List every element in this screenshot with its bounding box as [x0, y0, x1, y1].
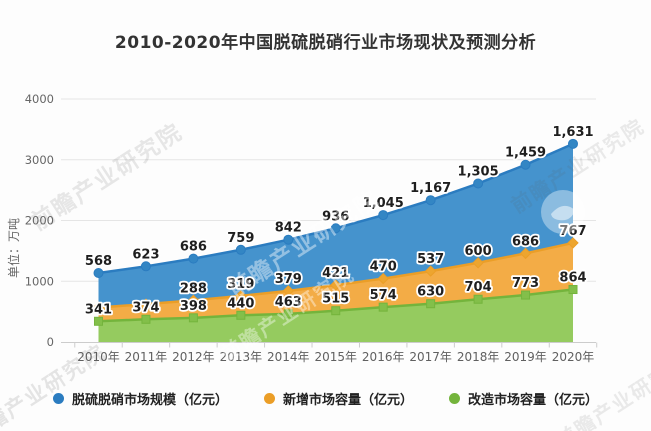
legend-marker-green-icon — [449, 393, 460, 404]
new-capacity-label: 288 — [180, 281, 207, 296]
market-size-label: 568 — [85, 254, 112, 269]
new-capacity-marker[interactable] — [424, 265, 437, 277]
retrofit-capacity-marker[interactable] — [473, 294, 483, 304]
legend-label: 脱硫脱硝市场规模（亿元） — [71, 393, 228, 408]
new-capacity-marker[interactable] — [140, 298, 152, 310]
market-size-label: 1,167 — [410, 181, 451, 196]
retrofit-capacity-label: 864 — [559, 271, 586, 286]
market-size-label: 686 — [180, 240, 207, 255]
new-capacity-label: 470 — [370, 260, 397, 275]
y-tick-label: 3000 — [25, 153, 54, 167]
market-size-label: 1,631 — [552, 125, 593, 140]
market-size-marker[interactable] — [188, 253, 199, 264]
x-tick-label: 2019年 — [504, 350, 547, 364]
market-size-marker[interactable] — [93, 267, 104, 278]
new-capacity-marker[interactable] — [567, 237, 579, 249]
x-tick-label: 2010年 — [77, 350, 120, 364]
market-size-label: 1,045 — [363, 196, 404, 211]
retrofit-capacity-label: 704 — [465, 280, 492, 295]
legend-item-market-size[interactable]: 脱硫脱硝市场规模（亿元） — [52, 389, 228, 408]
retrofit-capacity-marker[interactable] — [426, 299, 436, 309]
new-capacity-label: 421 — [322, 266, 349, 281]
new-capacity-marker[interactable] — [187, 294, 200, 307]
legend-label: 改造市场容量（亿元） — [468, 393, 599, 408]
area-new-capacity — [98, 242, 573, 322]
legend-label: 新增市场容量（亿元） — [282, 393, 413, 408]
retrofit-capacity-marker[interactable] — [94, 316, 103, 326]
x-tick-label: 2018年 — [457, 350, 500, 364]
legend-item-retrofit-capacity[interactable]: 改造市场容量（亿元） — [449, 389, 598, 408]
market-size-marker[interactable] — [283, 234, 294, 245]
market-size-marker[interactable] — [425, 195, 436, 206]
new-capacity-marker[interactable] — [282, 285, 295, 297]
retrofit-capacity-marker[interactable] — [141, 314, 151, 324]
new-capacity-label: 600 — [465, 244, 492, 259]
market-size-marker[interactable] — [235, 244, 246, 255]
retrofit-capacity-marker[interactable] — [378, 302, 388, 312]
retrofit-capacity-marker[interactable] — [283, 309, 293, 319]
x-tick-label: 2012年 — [172, 350, 215, 364]
market-size-label: 623 — [132, 247, 159, 262]
retrofit-capacity-marker[interactable] — [331, 306, 341, 316]
new-capacity-marker[interactable] — [519, 247, 532, 260]
y-tick-label: 0 — [47, 335, 54, 349]
retrofit-capacity-marker[interactable] — [188, 313, 198, 323]
retrofit-capacity-label: 515 — [322, 292, 349, 307]
watermark-logo-bird-icon — [551, 205, 575, 221]
retrofit-capacity-marker[interactable] — [236, 310, 246, 320]
new-capacity-label: 379 — [275, 272, 302, 287]
x-tick-label: 2015年 — [314, 350, 357, 364]
y-tick-label: 2000 — [25, 214, 54, 228]
y-axis-title: 单位：万吨 — [6, 218, 21, 278]
retrofit-capacity-label: 440 — [227, 296, 254, 311]
retrofit-capacity-label: 773 — [512, 276, 539, 291]
chart-title: 2010-2020年中国脱硫脱硝行业市场现状及预测分析 — [114, 33, 537, 53]
x-tick-label: 2014年 — [267, 350, 310, 364]
new-capacity-label: 537 — [417, 252, 444, 267]
market-size-label: 1,459 — [505, 146, 546, 161]
legend-marker-blue-icon — [52, 393, 64, 404]
legend: 脱硫脱硝市场规模（亿元） 新增市场容量（亿元） 改造市场容量（亿元） — [0, 389, 651, 408]
new-capacity-marker[interactable] — [377, 272, 389, 285]
new-capacity-label: 686 — [512, 234, 539, 249]
retrofit-capacity-label: 398 — [180, 299, 207, 314]
market-size-label: 936 — [322, 209, 349, 224]
x-tick-label: 2011年 — [125, 350, 168, 364]
new-capacity-marker[interactable] — [92, 301, 105, 314]
y-tick-label: 4000 — [25, 92, 54, 106]
x-tick-label: 2013年 — [220, 350, 263, 364]
new-capacity-marker[interactable] — [330, 279, 342, 291]
retrofit-capacity-label: 463 — [275, 295, 302, 310]
retrofit-capacity-label: 374 — [132, 300, 159, 315]
market-size-label: 1,305 — [458, 165, 499, 180]
retrofit-capacity-marker[interactable] — [568, 285, 578, 295]
market-size-marker[interactable] — [378, 210, 389, 221]
y-tick-label: 1000 — [25, 274, 54, 288]
market-size-label: 842 — [275, 221, 302, 236]
retrofit-capacity-label: 574 — [370, 288, 397, 303]
new-capacity-label: 319 — [227, 277, 254, 292]
retrofit-capacity-marker[interactable] — [521, 290, 531, 300]
market-size-marker[interactable] — [568, 138, 578, 149]
market-size-marker[interactable] — [473, 178, 484, 189]
market-size-label: 759 — [227, 231, 254, 246]
new-capacity-marker[interactable] — [235, 290, 247, 302]
new-capacity-label: 767 — [559, 224, 586, 239]
new-capacity-marker[interactable] — [472, 257, 484, 269]
x-tick-label: 2017年 — [409, 350, 452, 364]
market-size-marker[interactable] — [520, 159, 531, 170]
retrofit-capacity-label: 630 — [417, 285, 444, 300]
market-size-marker[interactable] — [330, 223, 341, 234]
x-tick-label: 2020年 — [552, 350, 595, 364]
retrofit-capacity-label: 341 — [85, 302, 112, 317]
legend-item-new-capacity[interactable]: 新增市场容量（亿元） — [263, 389, 413, 408]
x-tick-label: 2016年 — [362, 350, 405, 364]
market-size-marker[interactable] — [140, 261, 151, 272]
legend-marker-orange-icon — [263, 393, 275, 404]
